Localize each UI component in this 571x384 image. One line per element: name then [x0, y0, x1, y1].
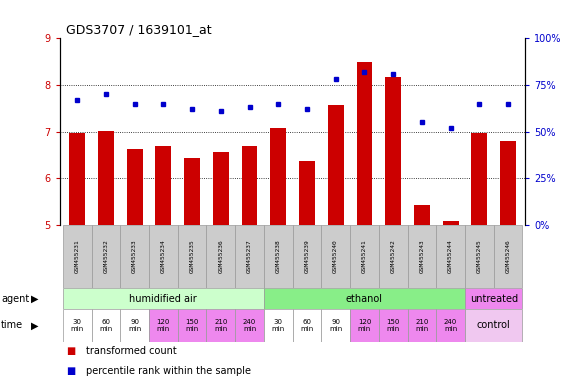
Bar	[356, 62, 372, 225]
Bar	[350, 225, 379, 288]
Bar	[443, 221, 459, 225]
Bar	[414, 205, 430, 225]
Text: GSM455242: GSM455242	[391, 240, 396, 273]
Text: time: time	[1, 320, 23, 331]
Text: ▶: ▶	[31, 293, 39, 304]
Bar	[120, 309, 149, 342]
Bar	[408, 309, 436, 342]
Bar	[328, 104, 344, 225]
Text: 120
min: 120 min	[156, 319, 170, 332]
Bar	[379, 225, 408, 288]
Bar	[264, 309, 293, 342]
Text: 60
min: 60 min	[99, 319, 112, 332]
Bar	[98, 131, 114, 225]
Text: GSM455232: GSM455232	[103, 240, 108, 273]
Text: GSM455236: GSM455236	[218, 240, 223, 273]
Text: agent: agent	[1, 293, 29, 304]
Bar	[379, 309, 408, 342]
Bar	[494, 225, 522, 288]
Bar	[465, 225, 494, 288]
Text: control: control	[477, 320, 510, 331]
Bar	[127, 149, 143, 225]
Bar	[207, 225, 235, 288]
Text: ■: ■	[66, 366, 75, 376]
Text: ethanol: ethanol	[346, 293, 383, 304]
Bar	[63, 225, 91, 288]
Text: GSM455235: GSM455235	[190, 240, 195, 273]
Bar	[184, 157, 200, 225]
Text: 240
min: 240 min	[444, 319, 457, 332]
Bar	[242, 146, 258, 225]
Text: 240
min: 240 min	[243, 319, 256, 332]
Text: untreated: untreated	[470, 293, 518, 304]
Bar	[178, 225, 207, 288]
Text: 210
min: 210 min	[415, 319, 429, 332]
Text: 150
min: 150 min	[186, 319, 199, 332]
Bar	[321, 225, 350, 288]
Bar	[293, 225, 321, 288]
Text: 90
min: 90 min	[128, 319, 141, 332]
Text: ▶: ▶	[31, 320, 39, 331]
Text: GSM455240: GSM455240	[333, 240, 338, 273]
Text: GSM455238: GSM455238	[276, 240, 281, 273]
Bar	[436, 225, 465, 288]
Bar	[207, 309, 235, 342]
Bar	[149, 309, 178, 342]
Bar	[178, 309, 207, 342]
Text: GSM455239: GSM455239	[304, 240, 309, 273]
Bar	[63, 309, 91, 342]
Text: GSM455246: GSM455246	[505, 240, 510, 273]
Bar	[465, 288, 522, 309]
Text: 30
min: 30 min	[71, 319, 84, 332]
Bar	[235, 309, 264, 342]
Text: ■: ■	[66, 346, 75, 356]
Bar	[149, 225, 178, 288]
Text: transformed count: transformed count	[86, 346, 176, 356]
Text: percentile rank within the sample: percentile rank within the sample	[86, 366, 251, 376]
Bar	[120, 225, 149, 288]
Text: GSM455245: GSM455245	[477, 240, 482, 273]
Bar	[271, 128, 286, 225]
Bar	[299, 161, 315, 225]
Text: GSM455231: GSM455231	[75, 240, 80, 273]
Text: GSM455233: GSM455233	[132, 240, 137, 273]
Text: 210
min: 210 min	[214, 319, 227, 332]
Bar	[465, 309, 522, 342]
Bar	[293, 309, 321, 342]
Text: 30
min: 30 min	[272, 319, 285, 332]
Text: GSM455244: GSM455244	[448, 240, 453, 273]
Bar	[436, 309, 465, 342]
Bar	[155, 146, 171, 225]
Text: 150
min: 150 min	[387, 319, 400, 332]
Text: GSM455234: GSM455234	[161, 240, 166, 273]
Bar	[69, 133, 85, 225]
Text: humidified air: humidified air	[130, 293, 197, 304]
Bar	[63, 288, 264, 309]
Bar	[472, 133, 487, 225]
Text: 60
min: 60 min	[300, 319, 313, 332]
Bar	[91, 309, 120, 342]
Text: 90
min: 90 min	[329, 319, 343, 332]
Bar	[385, 77, 401, 225]
Text: 120
min: 120 min	[358, 319, 371, 332]
Bar	[91, 225, 120, 288]
Bar	[500, 141, 516, 225]
Bar	[235, 225, 264, 288]
Text: GDS3707 / 1639101_at: GDS3707 / 1639101_at	[66, 23, 211, 36]
Bar	[264, 288, 465, 309]
Bar	[408, 225, 436, 288]
Text: GSM455243: GSM455243	[420, 240, 424, 273]
Bar	[350, 309, 379, 342]
Text: GSM455241: GSM455241	[362, 240, 367, 273]
Text: GSM455237: GSM455237	[247, 240, 252, 273]
Bar	[321, 309, 350, 342]
Bar	[264, 225, 293, 288]
Bar	[213, 152, 229, 225]
